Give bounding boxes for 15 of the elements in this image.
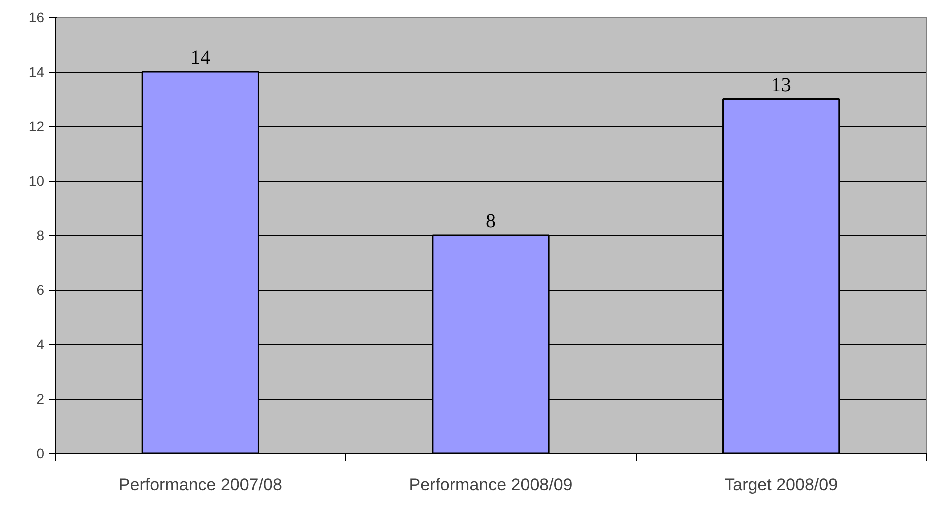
y-tick-label: 0: [36, 446, 45, 462]
y-tick-label: 14: [28, 64, 45, 80]
y-tick-label: 12: [28, 118, 45, 134]
y-tick-label: 16: [28, 10, 45, 26]
x-tick-label: Target 2008/09: [724, 476, 838, 494]
y-tick-label: 10: [28, 173, 45, 189]
y-tick-label: 8: [36, 228, 45, 244]
y-tick-label: 6: [36, 282, 45, 298]
data-label: 14: [190, 47, 211, 69]
x-tick-label: Performance 2008/09: [409, 476, 573, 494]
x-tick-label: Performance 2007/08: [118, 476, 282, 494]
y-tick-label: 4: [36, 336, 45, 352]
data-label: 8: [486, 210, 496, 232]
y-tick-label: 2: [36, 391, 45, 407]
data-label: 13: [771, 74, 792, 96]
